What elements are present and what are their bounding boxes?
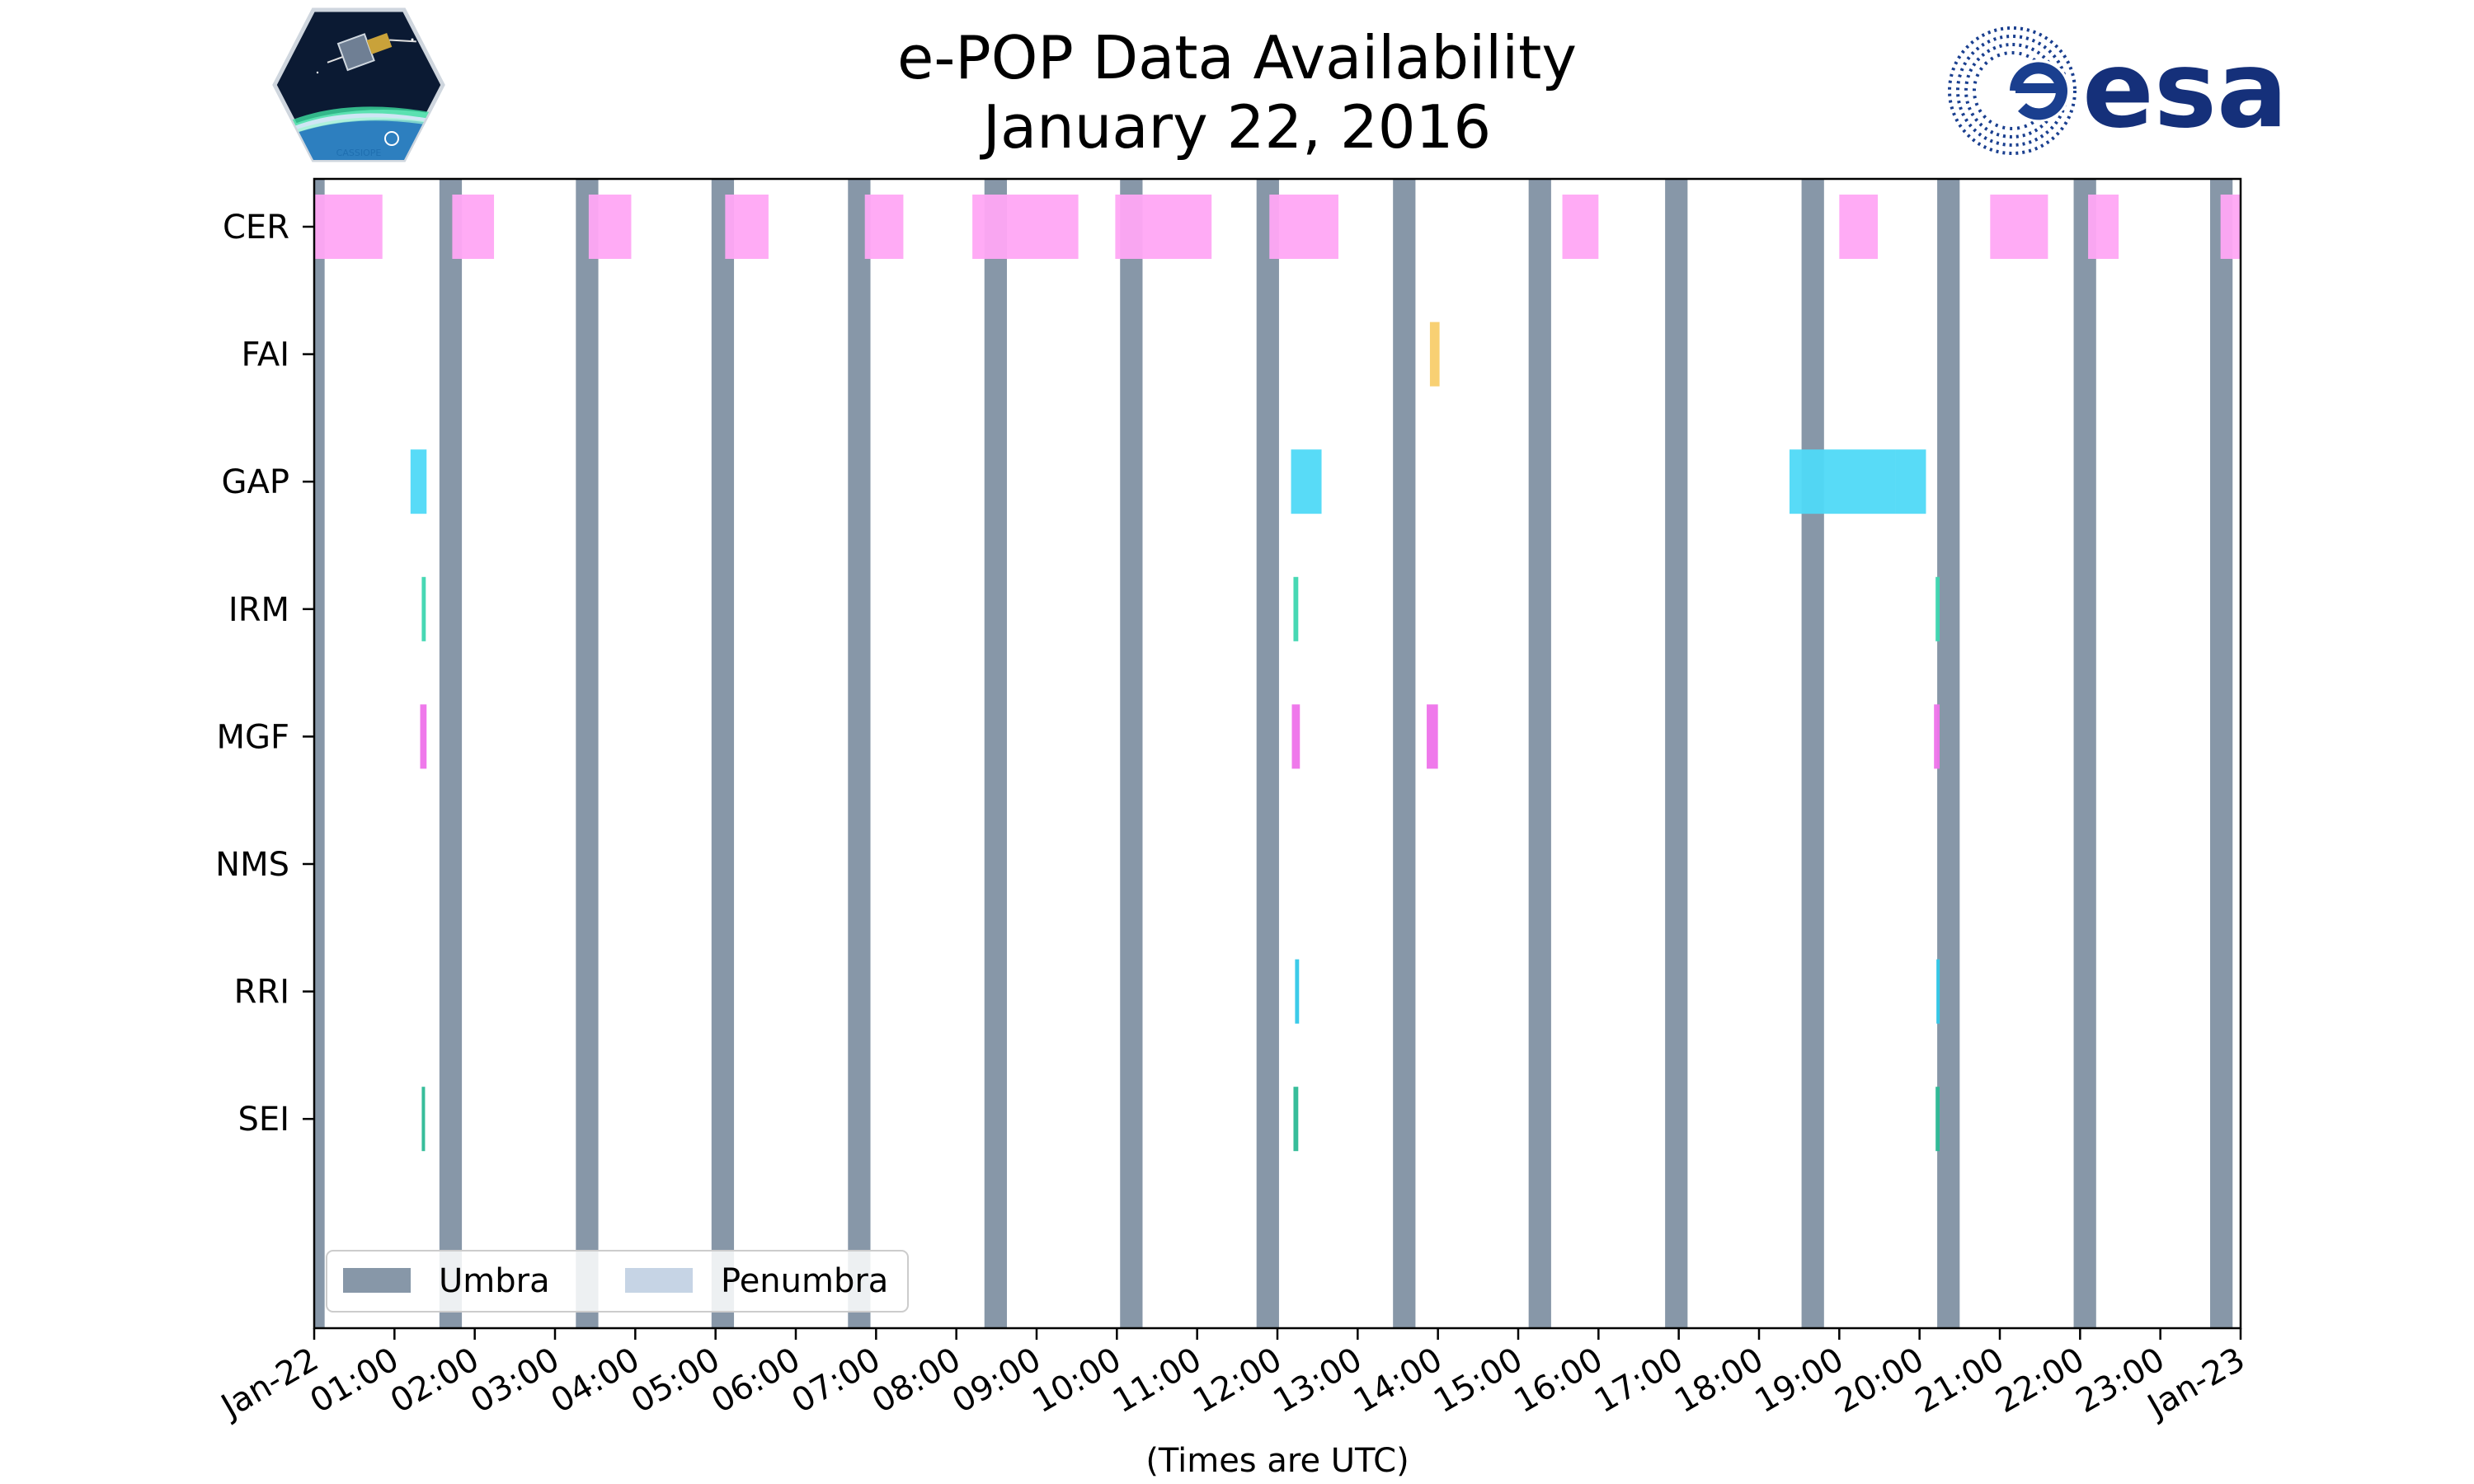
data-bar-mgf <box>420 704 427 769</box>
umbra-band <box>2210 179 2233 1328</box>
x-tick-label: 14:00 <box>1348 1341 1449 1421</box>
legend-swatch-penumbra <box>625 1268 693 1293</box>
x-tick-label: 10:00 <box>1026 1341 1127 1421</box>
data-bar-sei <box>1935 1087 1940 1152</box>
x-tick-label: 11:00 <box>1107 1341 1208 1421</box>
data-bar-cer <box>1562 195 1599 259</box>
data-bar-gap <box>1895 449 1926 514</box>
data-bar-cer <box>864 195 904 259</box>
y-tick-label-rri: RRI <box>234 974 289 1012</box>
x-axis: Jan-2201:0002:0003:0004:0005:0006:0007:0… <box>213 1328 2251 1427</box>
data-bar-mgf <box>1934 704 1940 769</box>
umbra-band <box>1120 179 1143 1328</box>
data-bar-cer <box>1990 195 2048 259</box>
umbra-band <box>711 179 735 1328</box>
data-bar-rri <box>1295 959 1300 1024</box>
umbra-band <box>314 179 325 1328</box>
data-bar-cer <box>2088 195 2119 259</box>
data-bar-cer <box>1269 195 1338 259</box>
umbra-bands <box>314 179 2233 1328</box>
umbra-band <box>576 179 599 1328</box>
chart-title-line1: e-POP Data Availability <box>897 23 1577 92</box>
data-bar-sei <box>1293 1087 1299 1152</box>
data-bar-cer <box>452 195 495 259</box>
data-bar-irm <box>421 576 426 641</box>
data-bar-cer <box>1839 195 1879 259</box>
umbra-band <box>1937 179 1960 1328</box>
x-tick-label: 15:00 <box>1427 1341 1529 1421</box>
umbra-band <box>2073 179 2096 1328</box>
data-bars <box>314 195 2241 1152</box>
legend-box <box>326 1250 909 1313</box>
x-tick-label: 03:00 <box>464 1341 566 1421</box>
data-bar-fai <box>1429 322 1440 387</box>
esa-logo: esa <box>1948 26 2288 155</box>
svg-text:esa: esa <box>2082 29 2288 152</box>
x-axis-label: (Times are UTC) <box>1145 1442 1409 1480</box>
data-bar-gap <box>410 449 427 514</box>
data-bar-cer <box>725 195 769 259</box>
y-tick-label-gap: GAP <box>222 463 289 501</box>
umbra-band <box>1528 179 1551 1328</box>
data-bar-sei <box>421 1087 426 1152</box>
y-tick-label-sei: SEI <box>238 1101 289 1139</box>
legend: Umbra Penumbra <box>326 1250 909 1313</box>
data-bar-cer <box>314 195 383 259</box>
y-tick-label-nms: NMS <box>215 846 289 884</box>
data-bar-rri <box>1936 959 1940 1024</box>
data-bar-cer <box>2220 195 2241 259</box>
cassiope-mission-logo: CASSIOPE <box>272 7 445 162</box>
x-tick-label: 13:00 <box>1267 1341 1368 1421</box>
legend-label-penumbra: Penumbra <box>721 1262 888 1300</box>
data-bar-irm <box>1293 576 1299 641</box>
y-axis: CER FAI GAP IRM MGF NMS RRI SEI <box>215 209 314 1139</box>
y-tick-label-fai: FAI <box>242 336 290 374</box>
x-tick-label: 21:00 <box>1909 1341 2011 1421</box>
x-tick-label: Jan-22 <box>213 1341 325 1427</box>
data-bar-cer <box>588 195 632 259</box>
chart-title-line2: January 22, 2016 <box>982 92 1492 162</box>
data-bar-mgf <box>1427 704 1438 769</box>
x-tick-label: 18:00 <box>1668 1341 1770 1421</box>
x-tick-label: 02:00 <box>384 1341 486 1421</box>
x-tick-label: 20:00 <box>1829 1341 1931 1421</box>
y-tick-label-mgf: MGF <box>216 718 289 756</box>
x-tick-label: 12:00 <box>1187 1341 1288 1421</box>
x-tick-label: 04:00 <box>544 1341 646 1421</box>
data-bar-gap <box>1291 449 1322 514</box>
x-tick-label: 22:00 <box>1989 1341 2091 1421</box>
umbra-band <box>848 179 871 1328</box>
umbra-band <box>1665 179 1688 1328</box>
svg-text:CASSIOPE: CASSIOPE <box>336 148 382 158</box>
data-bar-cer <box>1115 195 1212 259</box>
x-tick-label: 19:00 <box>1748 1341 1850 1421</box>
data-bar-mgf <box>1291 704 1300 769</box>
x-tick-label: 06:00 <box>705 1341 807 1421</box>
x-tick-label: 17:00 <box>1588 1341 1690 1421</box>
legend-swatch-umbra <box>343 1268 411 1293</box>
umbra-band <box>984 179 1007 1328</box>
x-tick-label: 09:00 <box>946 1341 1047 1421</box>
y-tick-label-irm: IRM <box>228 591 289 629</box>
x-tick-label: 07:00 <box>785 1341 887 1421</box>
data-bar-cer <box>972 195 1079 259</box>
y-tick-label-cer: CER <box>223 209 289 247</box>
x-tick-label: 01:00 <box>303 1341 405 1421</box>
legend-label-umbra: Umbra <box>439 1262 550 1300</box>
data-bar-gap <box>1789 449 1896 514</box>
x-tick-label: 16:00 <box>1507 1341 1609 1421</box>
x-tick-label: 08:00 <box>866 1341 967 1421</box>
data-bar-irm <box>1935 576 1940 641</box>
x-tick-label: 05:00 <box>625 1341 727 1421</box>
umbra-band <box>439 179 463 1328</box>
umbra-band <box>1801 179 1824 1328</box>
umbra-band <box>1256 179 1279 1328</box>
umbra-band <box>1393 179 1416 1328</box>
